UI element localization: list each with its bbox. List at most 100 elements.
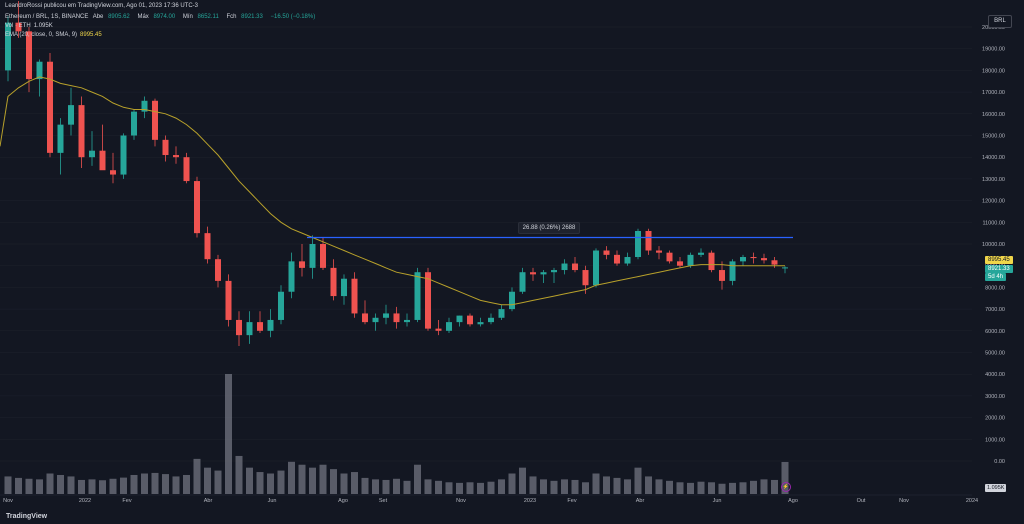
candle-body [435, 328, 442, 331]
volume-bar [781, 461, 789, 494]
volume-bar [109, 478, 117, 494]
volume-bar [561, 479, 568, 494]
symbol-ohlc-line: Ethereum / BRL, 1S, BINANCE Abe 8905.62 … [5, 14, 318, 20]
candle-body [582, 270, 589, 286]
candle-body [299, 261, 305, 268]
volume-bar [456, 482, 463, 494]
ohlc-open: Abe 8905.62 [92, 14, 130, 20]
volume-bar [235, 455, 243, 494]
volume-bar [330, 469, 337, 494]
volume-bar [687, 482, 694, 494]
candle-body [131, 111, 137, 136]
candle-body [351, 278, 358, 314]
candle-body [288, 261, 295, 292]
ohlc-low: Mín 8652.11 [182, 14, 219, 20]
price-tick-17: 3000.00 [985, 394, 1005, 400]
price-tick-6: 14000.00 [982, 155, 1005, 161]
candle-body [750, 257, 757, 259]
price-tick-13: 7000.00 [985, 307, 1005, 313]
candle-body [614, 254, 620, 264]
candle-body [225, 280, 232, 320]
candle-body [708, 252, 715, 271]
price-tick-20: 0.00 [994, 459, 1005, 465]
volume-bar [4, 476, 12, 494]
volume-bar [550, 480, 558, 494]
candle-body [110, 170, 116, 175]
time-tick-13: Out [857, 498, 866, 504]
candle-body [740, 257, 746, 262]
candle-body [78, 105, 85, 158]
time-tick-12: Ago [788, 498, 798, 504]
volume-bar [99, 480, 106, 494]
volume-bar [204, 467, 211, 494]
candle-body [666, 252, 673, 262]
candle-body [194, 181, 200, 234]
candle-body [257, 322, 263, 331]
price-tick-0: 20000.00 [982, 25, 1005, 31]
candle-body [456, 315, 463, 323]
candle-body [330, 267, 337, 297]
time-tick-11: Jun [713, 498, 722, 504]
price-tick-18: 2000.00 [985, 416, 1005, 422]
volume-bar [382, 479, 390, 494]
volume-bar [634, 467, 642, 494]
volume-bar [67, 476, 75, 494]
price-tick-8: 12000.00 [982, 199, 1005, 205]
volume-bar [246, 467, 253, 494]
candle-body [540, 272, 547, 275]
candle-body [467, 315, 473, 325]
volume-bar [141, 473, 148, 494]
candle-body [372, 317, 379, 323]
tradingview-logo: TradingView [6, 513, 48, 520]
time-tick-3: Abr [204, 498, 213, 504]
volume-bar [403, 480, 411, 494]
volume-bar [697, 481, 705, 494]
candle-body [656, 250, 662, 253]
candle-body [603, 250, 610, 255]
candle-body [15, 22, 22, 32]
candle-body [698, 252, 704, 255]
candle-body [215, 259, 221, 281]
candle-body [99, 150, 106, 171]
candlesticks [5, 0, 788, 346]
time-tick-9: Fev [567, 498, 576, 504]
volume-bar [519, 467, 526, 494]
price-tick-4: 16000.00 [982, 112, 1005, 118]
candle-body [141, 100, 148, 112]
candle-body [26, 31, 32, 80]
price-tick-5: 15000.00 [982, 134, 1005, 140]
volume-bar [298, 464, 306, 494]
currency-button[interactable]: BRL [988, 15, 1012, 28]
price-tick-3: 17000.00 [982, 90, 1005, 96]
volume-bar [372, 479, 379, 494]
volume-bar [36, 479, 43, 494]
volume-bar [750, 480, 757, 494]
candle-body [782, 267, 788, 269]
volume-bar [645, 476, 652, 494]
time-tick-1: 2022 [79, 498, 91, 504]
candle-body [509, 291, 515, 310]
volume-bar [708, 482, 715, 494]
price-tick-7: 13000.00 [982, 177, 1005, 183]
ema-legend: EMA (20, close, 0, SMA, 9) 8995.45 [5, 32, 102, 38]
volume-bar [582, 482, 589, 494]
price-tick-15: 5000.00 [985, 351, 1005, 357]
candle-body [687, 254, 694, 266]
volume-bar [151, 472, 159, 494]
candle-body [572, 263, 578, 271]
candle-body [309, 244, 316, 268]
time-tick-5: Ago [338, 498, 348, 504]
volume-bar [498, 479, 505, 494]
time-tick-7: Nov [456, 498, 466, 504]
candle-body [551, 270, 557, 273]
candle-body [152, 100, 158, 140]
candle-body [593, 250, 599, 286]
candle-body [36, 61, 43, 80]
volume-bar [162, 474, 169, 494]
candle-body [645, 230, 652, 251]
replay-icon[interactable]: ⚡ [781, 482, 791, 492]
price-tick-12: 8000.00 [985, 285, 1005, 291]
volume-bar [193, 458, 201, 494]
symbol-label: Ethereum / BRL, 1S, BINANCE [5, 14, 89, 20]
